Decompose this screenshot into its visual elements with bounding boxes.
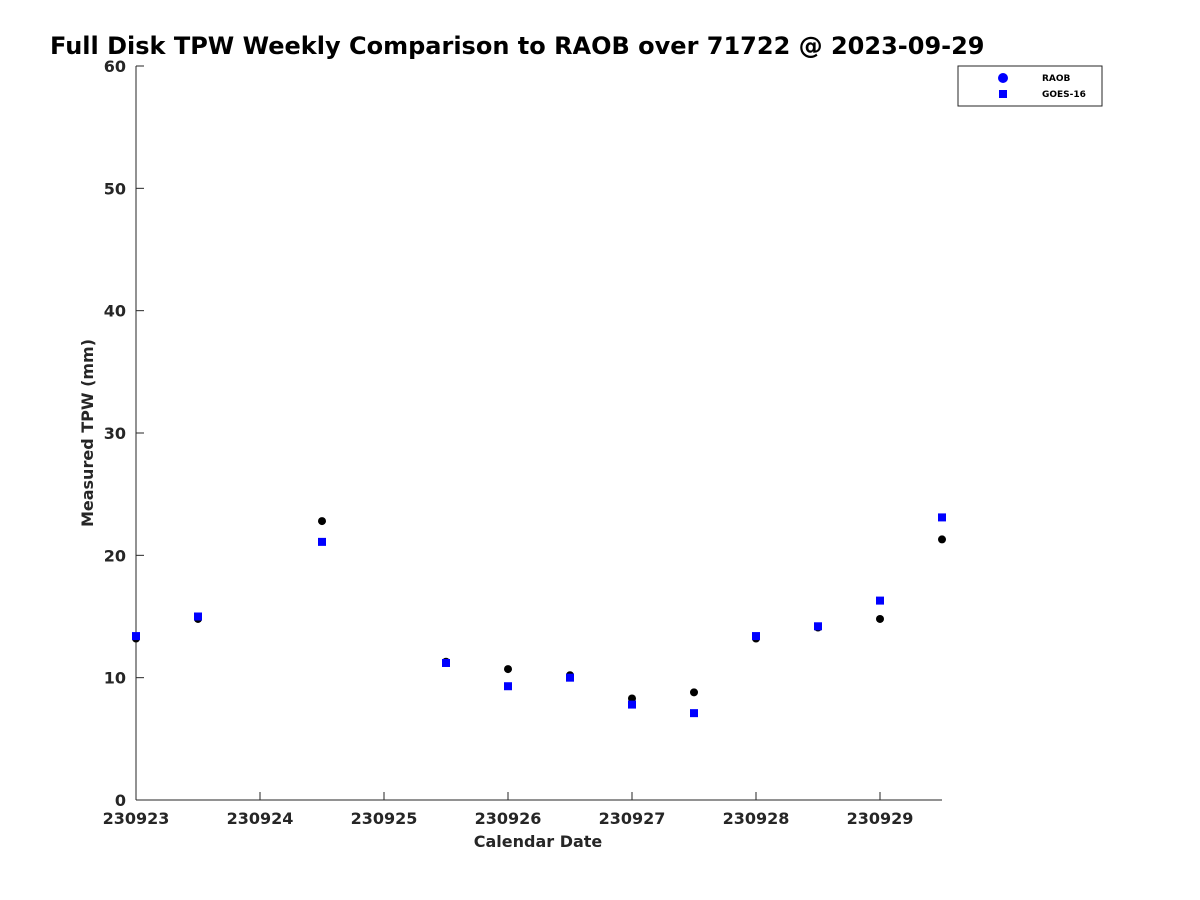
y-ticks: 0 10 20 30 40 50 60 — [104, 57, 144, 810]
y-tick-label: 40 — [104, 302, 126, 321]
goes16-point — [690, 709, 698, 718]
legend-raob-marker — [998, 73, 1008, 83]
legend-goes16-marker — [999, 90, 1007, 98]
y-tick-label: 60 — [104, 57, 126, 76]
goes16-point — [814, 622, 822, 631]
raob-point — [690, 688, 698, 697]
x-tick-label: 230925 — [351, 809, 418, 828]
goes16-point — [132, 632, 140, 641]
raob-point — [504, 665, 512, 674]
goes16-point — [752, 632, 760, 641]
x-ticks: 230923 230924 230925 230926 230927 230928 2309… — [103, 792, 914, 828]
goes16-point — [628, 700, 636, 709]
x-tick-label: 230924 — [227, 809, 294, 828]
y-tick-label: 0 — [115, 791, 126, 810]
legend-goes16-label: GOES-16 — [1042, 90, 1086, 100]
raob-point — [876, 614, 884, 623]
raob-point — [628, 694, 636, 703]
y-axis-label: Measured TPW (mm) — [78, 339, 97, 527]
legend-raob-label: RAOB — [1042, 74, 1071, 84]
goes16-point — [442, 658, 450, 667]
raob-point — [938, 535, 946, 544]
goes16-point — [318, 537, 326, 546]
goes16-point — [194, 612, 202, 621]
x-tick-label: 230927 — [599, 809, 666, 828]
goes16-point — [566, 673, 574, 682]
y-tick-label: 10 — [104, 669, 126, 688]
x-tick-label: 230926 — [475, 809, 542, 828]
raob-point — [318, 517, 326, 526]
x-tick-label: 230929 — [847, 809, 914, 828]
y-tick-label: 30 — [104, 424, 126, 443]
data-points — [132, 513, 946, 718]
y-tick-label: 50 — [104, 179, 126, 198]
chart-title: Full Disk TPW Weekly Comparison to RAOB … — [50, 32, 985, 60]
plot-axes — [135, 66, 942, 801]
legend-box — [957, 65, 1103, 107]
x-tick-label: 230923 — [103, 809, 170, 828]
x-tick-label: 230928 — [723, 809, 790, 828]
x-axis-label: Calendar Date — [474, 832, 603, 851]
legend: RAOB GOES-16 — [957, 65, 1103, 107]
goes16-point — [938, 513, 946, 522]
goes16-point — [876, 596, 884, 605]
y-tick-label: 20 — [104, 546, 126, 565]
goes16-point — [504, 682, 512, 691]
